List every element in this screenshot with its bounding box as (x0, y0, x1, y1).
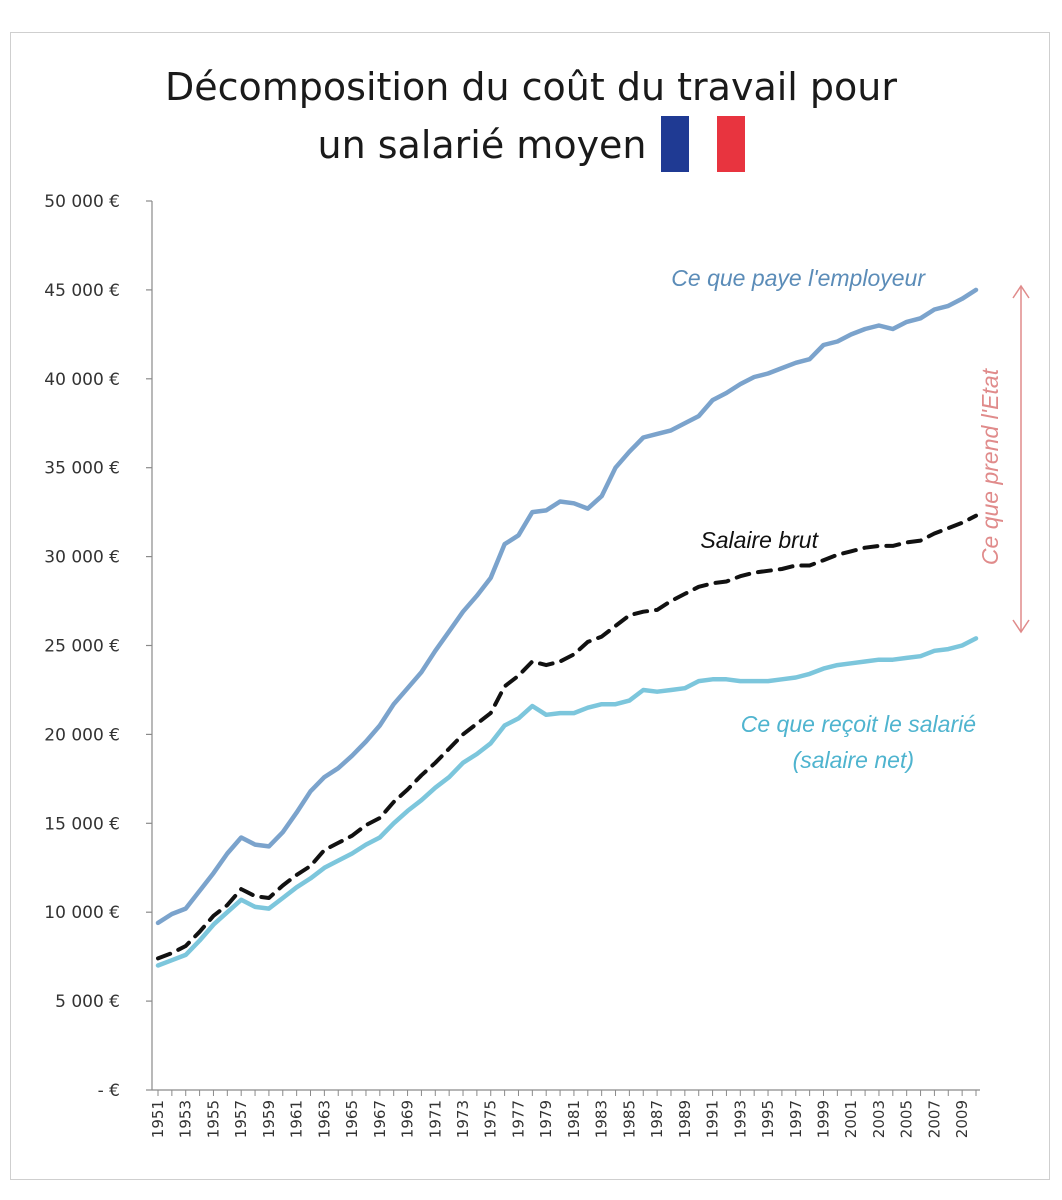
x-tick-label: 1955 (204, 1100, 222, 1138)
y-tick-label: 35 000 € (44, 459, 120, 479)
y-tick-label: - € (98, 1081, 120, 1101)
annotation-net-line2: (salaire net) (793, 747, 914, 773)
x-tick-label: 2003 (870, 1100, 888, 1138)
x-tick-label: 1963 (315, 1100, 333, 1138)
y-tick-label: 5 000 € (55, 992, 120, 1012)
y-tick-label: 50 000 € (44, 192, 120, 212)
x-tick-label: 1985 (620, 1100, 638, 1138)
x-tick-label: 1991 (704, 1100, 722, 1138)
chart-title-line2-wrap: un salarié moyen (317, 116, 745, 174)
x-tick-label: 1987 (648, 1100, 666, 1138)
x-tick-label: 1993 (731, 1100, 749, 1138)
y-tick-label: 30 000 € (44, 548, 120, 568)
annotation-net-line1: Ce que reçoit le salarié (741, 711, 976, 737)
x-tick-label: 1959 (260, 1100, 278, 1138)
x-tick-label: 2009 (953, 1100, 971, 1138)
x-tick-label: 1983 (593, 1100, 611, 1138)
series-line-2 (155, 636, 979, 968)
x-tick-label: 1977 (509, 1100, 527, 1138)
x-tick-label: 1973 (454, 1100, 472, 1138)
y-tick-label: 20 000 € (44, 725, 120, 745)
y-tick-label: 45 000 € (44, 281, 120, 301)
state-arrow-head-bottom (1012, 619, 1030, 634)
x-tick-label: 1967 (371, 1100, 389, 1138)
x-tick-label: 1995 (759, 1100, 777, 1138)
flag-blue-band (660, 116, 689, 172)
y-tick-label: 10 000 € (44, 903, 120, 923)
x-tick-label: 1989 (676, 1100, 694, 1138)
x-tick-label: 2007 (925, 1100, 943, 1138)
x-tick-label: 1969 (399, 1100, 417, 1138)
chart-title-line1: Décomposition du coût du travail pour (164, 65, 898, 109)
x-axis-ticks: 1951 1953 1955 1957 1959 1961 1963 1965 1967 1969… (149, 1090, 977, 1138)
x-tick-label: 2005 (898, 1100, 916, 1138)
state-arrow-head-top (1012, 284, 1030, 299)
flag-white-band (688, 116, 717, 172)
series-line-1 (156, 513, 978, 961)
series-line-0 (155, 287, 979, 926)
y-axis-ticks: - € 5 000 € 10 000 € 15 000 € 20 000 € 25 000… (44, 192, 152, 1101)
x-tick-label: 2001 (842, 1100, 860, 1138)
annotation-salaire-brut: Salaire brut (700, 527, 819, 553)
x-tick-label: 1965 (343, 1100, 361, 1138)
chart-frame (10, 32, 1050, 1180)
chart-title: Décomposition du coût du travail pour un… (0, 58, 1062, 174)
x-tick-label: 1953 (177, 1100, 195, 1138)
x-tick-label: 1975 (482, 1100, 500, 1138)
y-tick-label: 40 000 € (44, 370, 120, 390)
x-tick-label: 1971 (426, 1100, 444, 1138)
state-double-arrow (1012, 284, 1030, 634)
y-tick-label: 25 000 € (44, 637, 120, 657)
x-tick-label: 1957 (232, 1100, 250, 1138)
chart-title-line2: un salarié moyen (317, 123, 647, 167)
x-tick-label: 1981 (565, 1100, 583, 1138)
annotation-employer: Ce que paye l'employeur (671, 265, 926, 291)
chart-series (155, 287, 979, 968)
x-tick-label: 1951 (149, 1100, 167, 1138)
x-tick-label: 1997 (787, 1100, 805, 1138)
x-tick-label: 1979 (537, 1100, 555, 1138)
annotation-state: Ce que prend l'Etat (977, 367, 1003, 565)
french-flag-icon (660, 116, 745, 172)
y-tick-label: 15 000 € (44, 814, 120, 834)
chart-annotations: Ce que paye l'employeur Salaire brut Ce … (671, 265, 1030, 773)
x-tick-label: 1999 (814, 1100, 832, 1138)
flag-red-band (716, 116, 745, 172)
x-tick-label: 1961 (288, 1100, 306, 1138)
